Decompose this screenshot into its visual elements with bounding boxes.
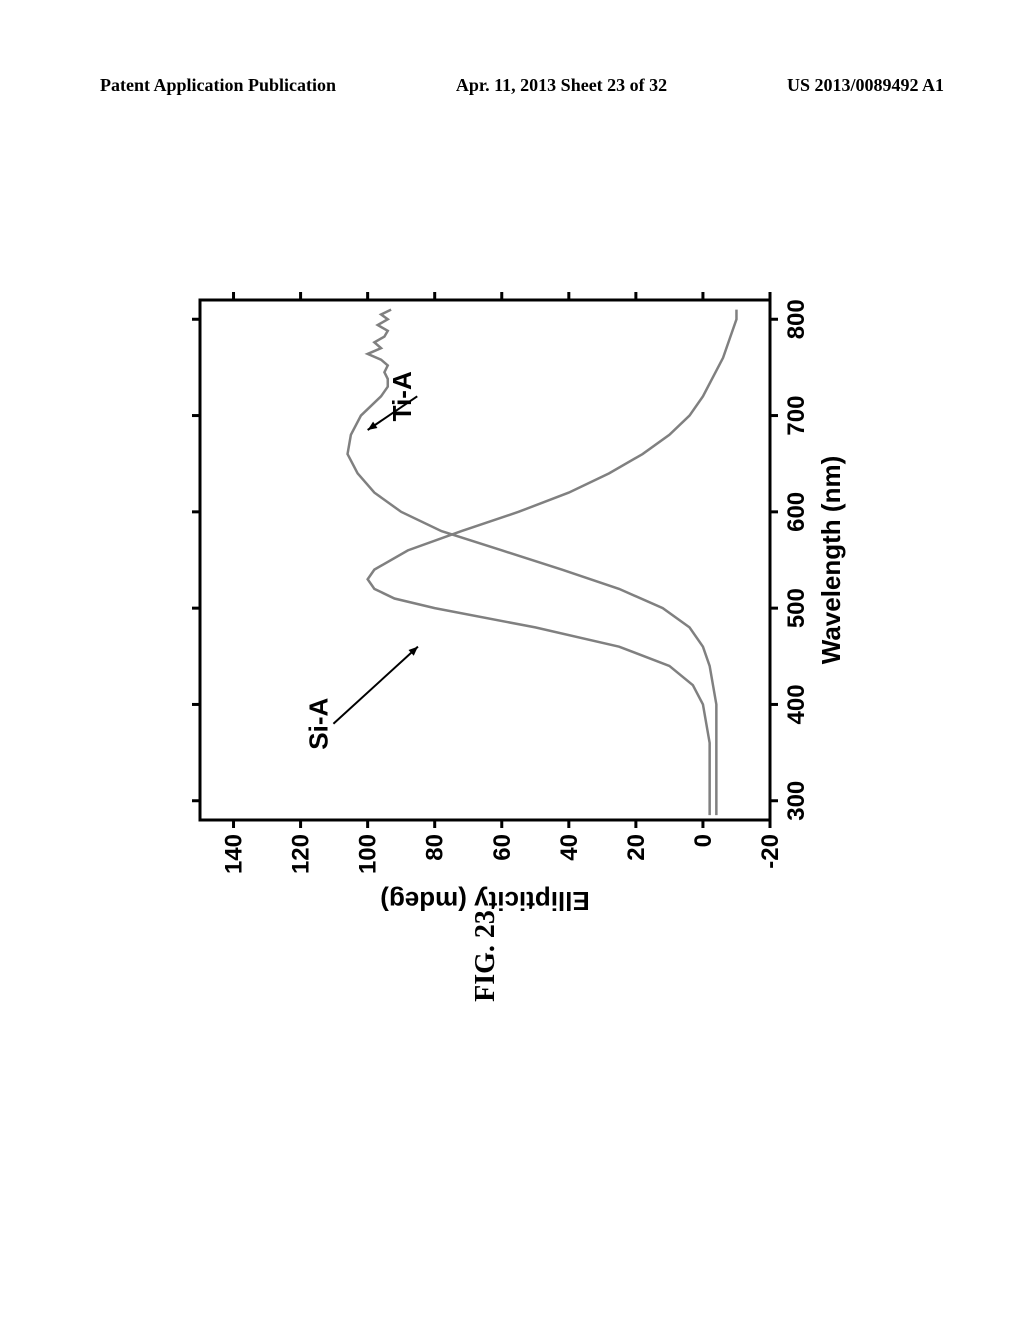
svg-text:80: 80 (422, 834, 449, 861)
svg-text:700: 700 (783, 396, 810, 436)
svg-text:400: 400 (783, 684, 810, 724)
svg-text:140: 140 (221, 834, 248, 874)
svg-text:0: 0 (690, 834, 717, 847)
header-left: Patent Application Publication (100, 75, 336, 96)
header-right: US 2013/0089492 A1 (787, 75, 944, 96)
svg-text:20: 20 (623, 834, 650, 861)
svg-text:Wavelength (nm): Wavelength (nm) (816, 456, 846, 664)
chart-container: 300 400 500 600 700 800 -20 0 20 40 60 80 100 120 140 W… (180, 280, 860, 920)
svg-text:800: 800 (783, 299, 810, 339)
svg-text:600: 600 (783, 492, 810, 532)
svg-text:500: 500 (783, 588, 810, 628)
svg-text:40: 40 (556, 834, 583, 861)
svg-text:Si-A: Si-A (303, 697, 333, 749)
header-center: Apr. 11, 2013 Sheet 23 of 32 (456, 75, 667, 96)
svg-text:120: 120 (288, 834, 315, 874)
svg-text:-20: -20 (757, 834, 784, 869)
page-header: Patent Application Publication Apr. 11, … (100, 75, 944, 96)
svg-text:60: 60 (489, 834, 516, 861)
figure-caption: FIG. 23 (470, 910, 502, 1002)
chart-svg: 300 400 500 600 700 800 -20 0 20 40 60 80 100 120 140 W… (180, 280, 860, 920)
svg-text:300: 300 (783, 781, 810, 821)
svg-text:100: 100 (355, 834, 382, 874)
